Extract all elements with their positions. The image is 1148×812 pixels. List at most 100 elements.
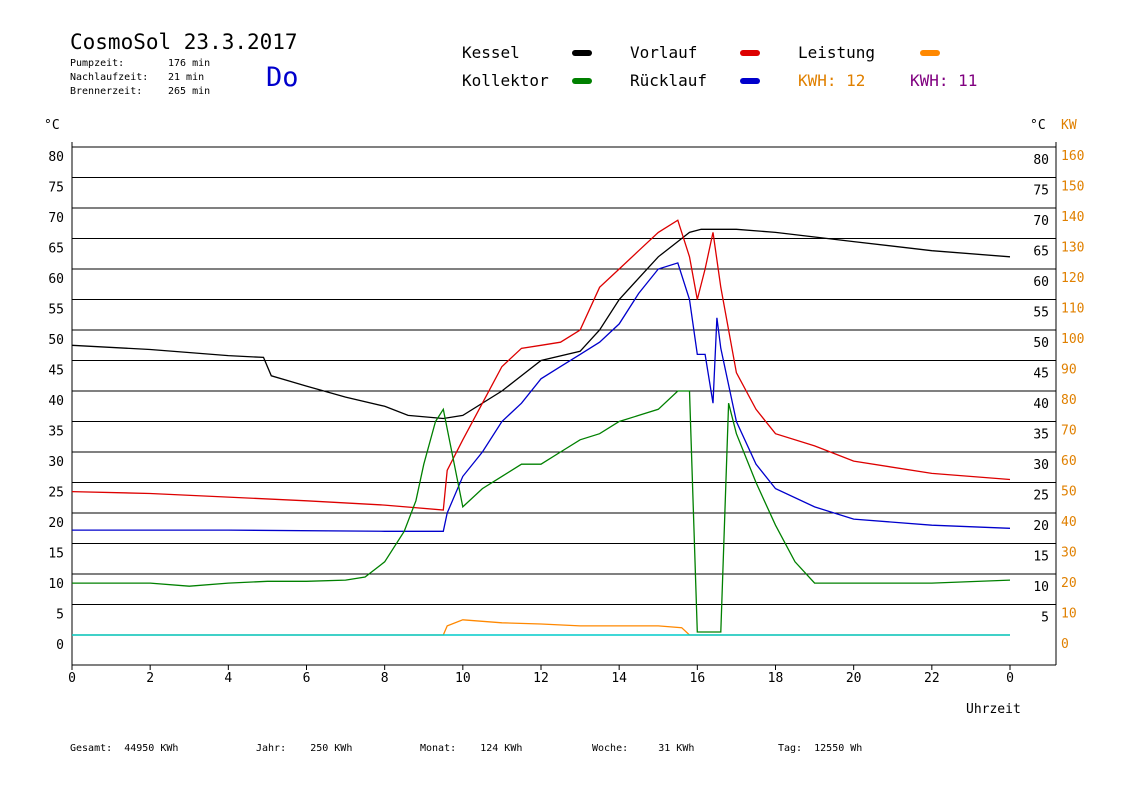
- legend-leistung-swatch: [920, 50, 940, 56]
- y-tick-label-right: 40: [1033, 397, 1049, 412]
- y-tick-label-left: 45: [48, 364, 64, 379]
- series-line-kessel: [71, 228, 1011, 420]
- footer-monat: Monat: 124 KWh: [420, 743, 522, 754]
- info-label: Pumpzeit:: [70, 58, 125, 69]
- footer-label: Jahr:: [256, 743, 287, 754]
- y-tick-label-kw: 0: [1061, 637, 1069, 652]
- footer-jahr: Jahr: 250 KWh: [256, 743, 352, 754]
- y-tick-label-left: 55: [48, 303, 64, 318]
- page-title: CosmoSol 23.3.2017: [70, 30, 298, 54]
- x-tick-label: 22: [924, 671, 940, 686]
- y-tick-label-kw: 50: [1061, 485, 1077, 500]
- y-tick-label-right: 55: [1033, 306, 1049, 321]
- info-value: 176 min: [168, 58, 211, 69]
- info-label: Brennerzeit:: [70, 86, 143, 97]
- footer-label: Woche:: [592, 743, 629, 754]
- x-tick-label: 8: [381, 671, 389, 686]
- legend-kollektor-label: Kollektor: [462, 71, 549, 90]
- y-tick-label-right: 30: [1033, 458, 1049, 473]
- weekday-label: Do: [266, 62, 299, 93]
- info-value: 265 min: [168, 86, 211, 97]
- y-tick-label-left: 5: [56, 608, 64, 623]
- info-value: 21 min: [168, 72, 205, 83]
- footer-label: Gesamt:: [70, 743, 113, 754]
- info-brennerzeit: Brennerzeit: 265 min: [70, 86, 210, 97]
- y-tick-label-kw: 90: [1061, 363, 1077, 378]
- y-tick-label-left: 80: [48, 150, 64, 165]
- y-tick-label-right: 10: [1033, 580, 1049, 595]
- kwh2-value: 11: [958, 71, 978, 90]
- y-tick-label-kw: 20: [1061, 576, 1077, 591]
- footer-value: 12550 Wh: [814, 743, 863, 754]
- y-tick-label-left: 35: [48, 425, 64, 440]
- legend-ruecklauf-label: Rücklauf: [630, 71, 708, 90]
- footer-value: 44950 KWh: [124, 743, 179, 754]
- series-lines: [71, 219, 1011, 636]
- footer-value: 250 KWh: [310, 743, 353, 754]
- series-line-vorlauf: [71, 219, 1011, 511]
- x-tick-label: 0: [1006, 671, 1014, 686]
- x-tick-label: 6: [303, 671, 311, 686]
- y-tick-label-left: 40: [48, 394, 64, 409]
- y-tick-label-left: 10: [48, 577, 64, 592]
- y-axis-label-kw: KW: [1061, 118, 1077, 133]
- x-tick-label: 4: [224, 671, 232, 686]
- legend-kwh1: KWH: 12: [798, 71, 865, 90]
- legend-ruecklauf-swatch: [740, 78, 760, 84]
- x-tick-label: 2: [146, 671, 154, 686]
- y-tick-label-right: 5: [1041, 611, 1049, 626]
- info-nachlaufzeit: Nachlaufzeit: 21 min: [70, 72, 204, 83]
- y-tick-label-left: 15: [48, 547, 64, 562]
- y-tick-label-kw: 160: [1061, 149, 1084, 164]
- legend-leistung-label: Leistung: [798, 43, 876, 62]
- kwh1-value: 12: [846, 71, 866, 90]
- y-tick-label-left: 60: [48, 272, 64, 287]
- y-tick-label-right: 50: [1033, 336, 1049, 351]
- y-tick-label-right: 75: [1033, 184, 1049, 199]
- y-tick-label-kw: 110: [1061, 302, 1084, 317]
- footer-value: 124 KWh: [480, 743, 523, 754]
- legend-kwh2: KWH: 11: [910, 71, 977, 90]
- y-tick-label-kw: 30: [1061, 546, 1077, 561]
- footer-value: 31 KWh: [658, 743, 695, 754]
- legend-vorlauf-label: Vorlauf: [630, 43, 698, 62]
- x-axis-label: Uhrzeit: [966, 702, 1021, 717]
- y-tick-label-right: 60: [1033, 275, 1049, 290]
- footer-woche: Woche: 31 KWh: [592, 743, 694, 754]
- y-tick-label-kw: 80: [1061, 393, 1077, 408]
- y-tick-label-left: 50: [48, 333, 64, 348]
- y-tick-label-right: 80: [1033, 153, 1049, 168]
- y-tick-label-right: 70: [1033, 214, 1049, 229]
- x-tick-label: 0: [68, 671, 76, 686]
- y-tick-label-right: 25: [1033, 489, 1049, 504]
- x-tick-label: 14: [611, 671, 627, 686]
- y-tick-label-left: 70: [48, 211, 64, 226]
- y-tick-label-left: 25: [48, 486, 64, 501]
- kwh1-label: KWH:: [798, 71, 837, 90]
- y-tick-label-right: 65: [1033, 245, 1049, 260]
- y-tick-label-kw: 100: [1061, 332, 1084, 347]
- y-tick-label-left: 20: [48, 516, 64, 531]
- y-tick-label-kw: 10: [1061, 607, 1077, 622]
- y-tick-label-kw: 120: [1061, 271, 1084, 286]
- info-label: Nachlaufzeit:: [70, 72, 149, 83]
- y-tick-label-right: 45: [1033, 367, 1049, 382]
- axes: [71, 142, 1057, 670]
- legend-vorlauf-swatch: [740, 50, 760, 56]
- x-tick-label: 20: [846, 671, 862, 686]
- y-tick-label-kw: 150: [1061, 180, 1084, 195]
- x-tick-label: 12: [533, 671, 549, 686]
- footer-tag: Tag: 12550 Wh: [778, 743, 862, 754]
- legend-kollektor-swatch: [572, 78, 592, 84]
- info-pumpzeit: Pumpzeit: 176 min: [70, 58, 210, 69]
- legend-kessel-label: Kessel: [462, 43, 520, 62]
- y-tick-label-right: 20: [1033, 519, 1049, 534]
- footer-label: Monat:: [420, 743, 457, 754]
- footer-label: Tag:: [778, 743, 803, 754]
- series-line-leistung: [72, 619, 1010, 636]
- series-line-kollektor: [72, 390, 1011, 633]
- x-tick-label: 16: [690, 671, 706, 686]
- y-tick-label-kw: 40: [1061, 515, 1077, 530]
- y-axis-label-left: °C: [44, 118, 60, 133]
